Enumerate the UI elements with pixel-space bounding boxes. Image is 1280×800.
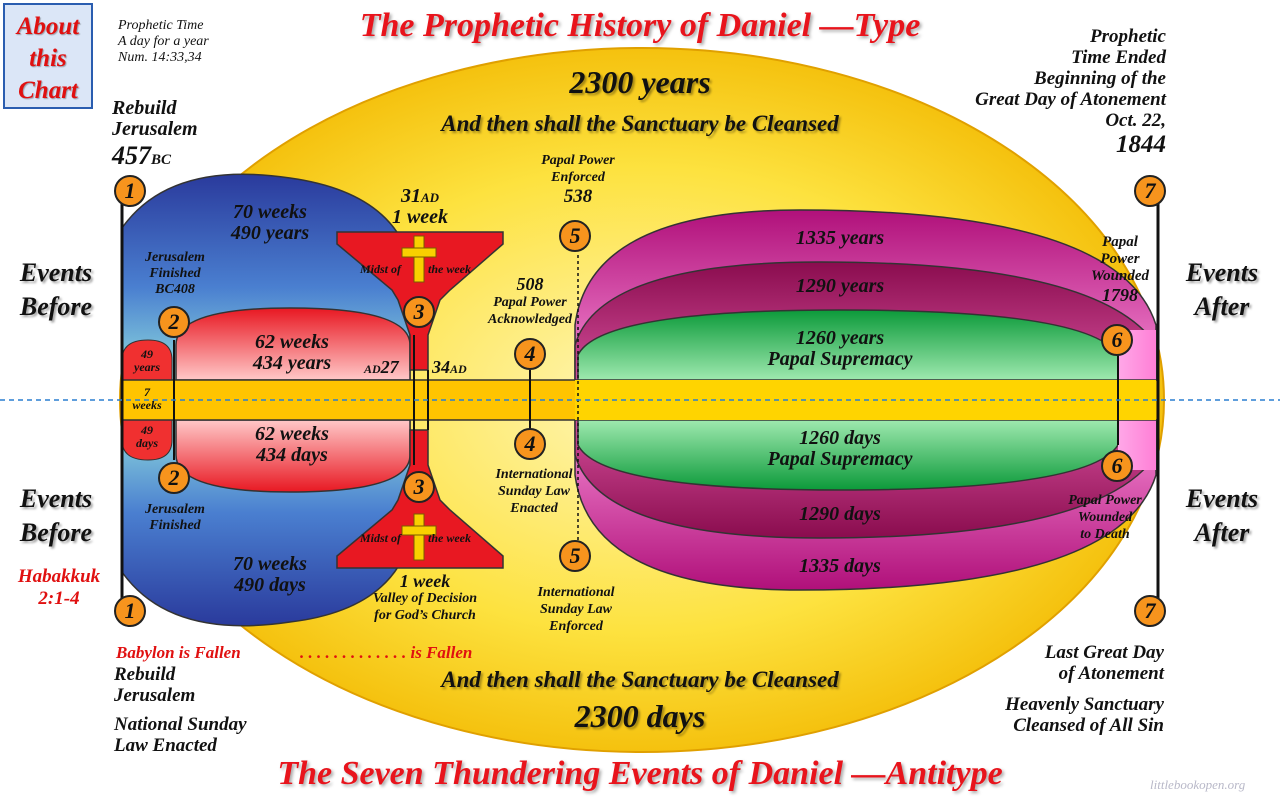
- midst-week-bottom-a: Midst of: [360, 531, 402, 545]
- label-1335-days: 1335 days: [799, 555, 881, 577]
- banner-2300-days: 2300 days: [574, 698, 706, 734]
- prophetic-time-note: Prophetic Time A day for a year Num. 14:33…: [118, 18, 209, 65]
- badge-7-top: 7: [1134, 175, 1166, 207]
- intl-sunday-law-enacted: International Sunday Law Enacted: [495, 467, 573, 516]
- sixty-two-weeks-bottom: [175, 419, 411, 493]
- badge-6-bottom: 6: [1101, 450, 1133, 482]
- midst-week-top-b: the week: [428, 262, 471, 276]
- badge-5-bottom: 5: [559, 540, 591, 572]
- jerusalem-finished-top: Jerusalem Finished BC408: [145, 250, 205, 297]
- seven-weeks: 7 weeks: [132, 385, 162, 412]
- babylon-fallen: Babylon is Fallen: [116, 643, 241, 662]
- seventy-weeks-top: 70 weeks 490 years: [230, 201, 310, 244]
- events-after-bottom: Events After: [1185, 484, 1259, 547]
- cross-icon: [413, 235, 425, 283]
- prophetic-time-ended: Prophetic Time Ended Beginning of the Great…: [975, 26, 1166, 158]
- label-1260-days: 1260 days Papal Supremacy: [767, 427, 913, 470]
- ad27-label: AD27: [364, 357, 399, 377]
- sixty-two-weeks-top-label: 62 weeks 434 years: [252, 331, 332, 374]
- banner-cleansed-bottom: And then shall the Sanctuary be Cleansed: [441, 667, 839, 692]
- badge-6-top: 6: [1101, 324, 1133, 356]
- midst-week-top-a: Midst of: [360, 262, 402, 276]
- about-label: About this Chart: [16, 13, 80, 104]
- forty-nine-top: [121, 339, 173, 381]
- title-bottom: The Seven Thundering Events of Daniel —A…: [277, 755, 1003, 792]
- banner-cleansed-top: And then shall the Sanctuary be Cleansed: [441, 111, 839, 136]
- badge-5-top: 5: [559, 220, 591, 252]
- ad31-label: 31AD 1 week: [391, 185, 449, 228]
- midst-week-bottom-b: the week: [428, 531, 471, 545]
- badge-2-bottom: 2: [158, 462, 190, 494]
- banner-2300-years: 2300 years: [569, 64, 711, 100]
- papal-power-acknowledged: 508 Papal Power Acknowledged: [488, 274, 572, 327]
- seventy-weeks-bottom: 70 weeks 490 days: [233, 553, 307, 596]
- last-great-day: Last Great Day of Atonement: [1044, 642, 1164, 684]
- cross-icon: [413, 513, 425, 561]
- ad34-label: 34AD: [432, 357, 467, 377]
- events-after-top: Events After: [1185, 258, 1259, 321]
- intl-sunday-law-enforced: International Sunday Law Enforced: [537, 585, 615, 634]
- habakkuk-ref: Habakkuk 2:1-4: [17, 566, 101, 609]
- papal-wounded-1798: Papal Power Wounded 1798: [1090, 234, 1150, 305]
- cross-icon: [401, 247, 437, 258]
- sixty-two-weeks-top: [175, 307, 411, 381]
- rebuild-jerusalem-top: Rebuild Jerusalem 457BC: [112, 97, 198, 170]
- label-1290-years: 1290 years: [795, 275, 885, 297]
- national-sunday-law: National Sunday Law Enacted: [114, 714, 247, 756]
- events-before-top: Events Before: [19, 258, 93, 321]
- is-fallen: . . . . . . . . . . . . . is Fallen: [300, 643, 473, 662]
- badge-4-bottom: 4: [514, 428, 546, 460]
- cross-icon: [401, 525, 437, 536]
- badge-1-bottom: 1: [114, 595, 146, 627]
- events-before-bottom: Events Before: [19, 484, 93, 547]
- label-1290-days: 1290 days: [799, 503, 881, 525]
- papal-power-enforced: Papal Power Enforced 538: [541, 153, 615, 207]
- heavenly-sanctuary: Heavenly Sanctuary Cleansed of All Sin: [1005, 694, 1164, 736]
- label-1335-years: 1335 years: [795, 227, 885, 249]
- badge-2-top: 2: [158, 306, 190, 338]
- one-week-bottom: 1 week Valley of Decision for God’s Chur…: [372, 571, 478, 623]
- jerusalem-finished-bottom: Jerusalem Finished: [145, 502, 205, 533]
- badge-7-bottom: 7: [1134, 595, 1166, 627]
- sixty-two-weeks-bottom-label: 62 weeks 434 days: [255, 423, 329, 466]
- label-1260-years: 1260 years Papal Supremacy: [767, 327, 913, 370]
- badge-1-top: 1: [114, 175, 146, 207]
- badge-3-bottom: 3: [403, 471, 435, 503]
- forty-nine-bottom: [121, 419, 173, 461]
- rebuild-jerusalem-bottom: Rebuild Jerusalem: [114, 664, 196, 706]
- badge-4-top: 4: [514, 338, 546, 370]
- papal-wounded-death: Papal Power Wounded to Death: [1068, 493, 1142, 542]
- watermark: littlebookopen.org: [1150, 777, 1246, 792]
- badge-3-top: 3: [403, 296, 435, 328]
- forty-nine-years: 49 years: [134, 347, 160, 374]
- about-chart-button[interactable]: About this Chart: [3, 3, 93, 109]
- forty-nine-days: 49 days: [136, 423, 158, 450]
- title-top: The Prophetic History of Daniel —Type: [359, 7, 921, 44]
